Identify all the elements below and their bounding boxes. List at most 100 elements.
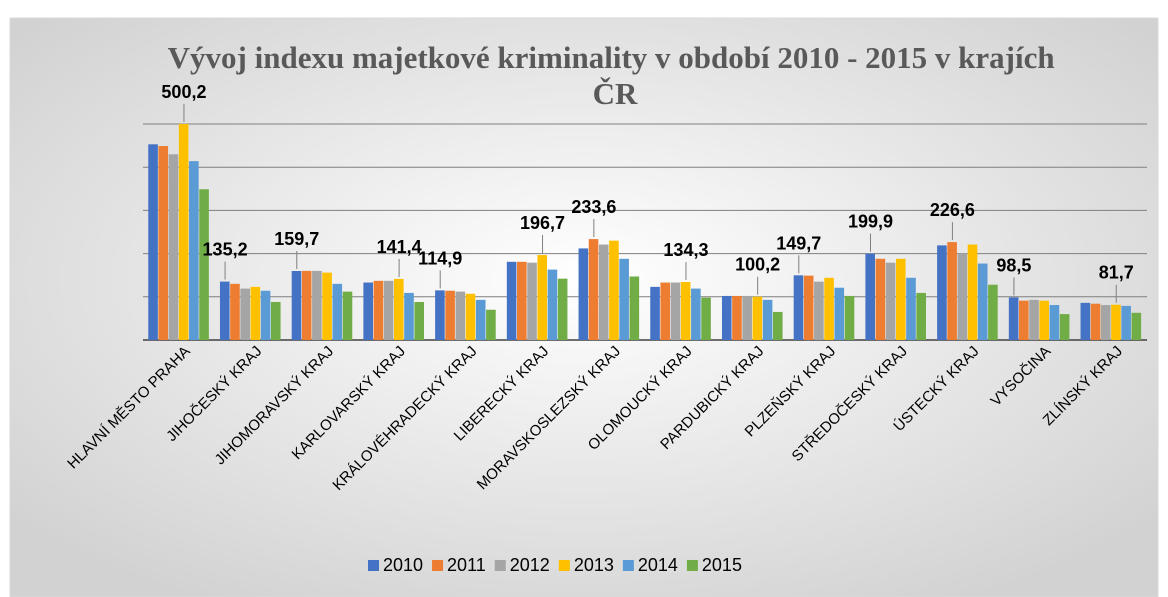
value-label: 233,6 [571,197,616,217]
bar [1080,302,1091,340]
value-label: 135,2 [203,240,248,260]
bar [1008,297,1019,340]
bar [527,262,537,340]
bar [270,301,281,340]
legend-label: 2011 [447,555,486,575]
legend-label: 2014 [638,555,678,575]
value-label: 500,2 [161,82,206,102]
bar [588,239,599,340]
value-label: 199,9 [848,212,893,232]
bar [947,242,957,340]
value-label: 98,5 [996,255,1031,275]
bar [363,282,373,340]
bar [219,281,230,340]
bar [1121,305,1131,340]
bar [680,281,691,340]
bar [957,253,968,340]
bar [465,293,476,340]
bar [547,269,558,340]
bar [967,244,978,340]
legend-swatch [432,560,444,571]
bar [373,280,384,340]
bar [1019,300,1029,340]
bar [189,161,199,340]
bar [404,292,414,340]
bar [332,283,343,340]
bar [383,280,394,340]
bar [752,296,763,340]
legend-swatch [368,560,379,571]
bar [475,299,486,340]
bar [435,290,445,340]
bar [772,311,783,340]
bar [394,278,404,340]
bar [168,154,179,340]
bar [650,286,660,340]
bar [414,301,424,340]
bar [721,295,732,340]
legend-swatch [558,560,570,571]
bar [937,245,947,340]
bar [742,295,752,340]
bar [557,278,568,340]
bar [977,263,988,340]
legend-label: 2012 [510,555,550,575]
chart-title: Vývoj indexu majetkové kriminality v obd… [168,40,1063,111]
bar [537,255,548,340]
legend-swatch [686,560,698,571]
bar [824,277,834,340]
bar [517,261,527,340]
legend-label: 2013 [574,555,614,575]
bar [158,146,169,340]
bar [875,258,886,340]
bar [988,284,998,340]
bar [301,270,312,340]
bar [896,258,906,340]
bar [260,290,271,340]
value-label: 159,7 [274,229,319,249]
bar [844,295,855,340]
bar [230,283,240,340]
bar [803,275,814,340]
bar [885,262,896,340]
value-label: 141,4 [377,237,422,257]
bar [1049,305,1060,340]
bar [1090,303,1101,340]
value-label: 134,3 [663,240,708,260]
bar [1059,314,1070,340]
bar [865,253,875,340]
value-label: 100,2 [735,255,780,275]
bar [598,244,609,340]
bar [312,270,322,340]
bar [455,291,466,340]
value-label: 149,7 [776,233,821,253]
bar [322,272,332,340]
legend-swatch [494,560,506,571]
bar [619,258,629,340]
bar [1100,305,1111,340]
bar [178,123,189,340]
bar [342,291,353,340]
value-label: 226,6 [930,200,975,220]
bar [916,292,926,340]
bar [578,248,589,340]
bar [1111,304,1121,340]
bar [629,276,640,340]
bar [834,287,845,340]
bar [291,271,302,340]
legend-swatch [622,560,634,571]
bar [814,281,824,340]
bar [793,275,804,340]
bar [506,261,517,340]
bar [250,286,261,340]
bar [1131,312,1142,340]
bar [701,297,711,340]
bar [670,282,681,340]
bar [660,282,671,340]
bar [762,299,773,340]
bar [240,288,250,340]
legend-label: 2010 [383,555,423,575]
value-label: 81,7 [1099,263,1134,283]
bar [1039,300,1050,340]
